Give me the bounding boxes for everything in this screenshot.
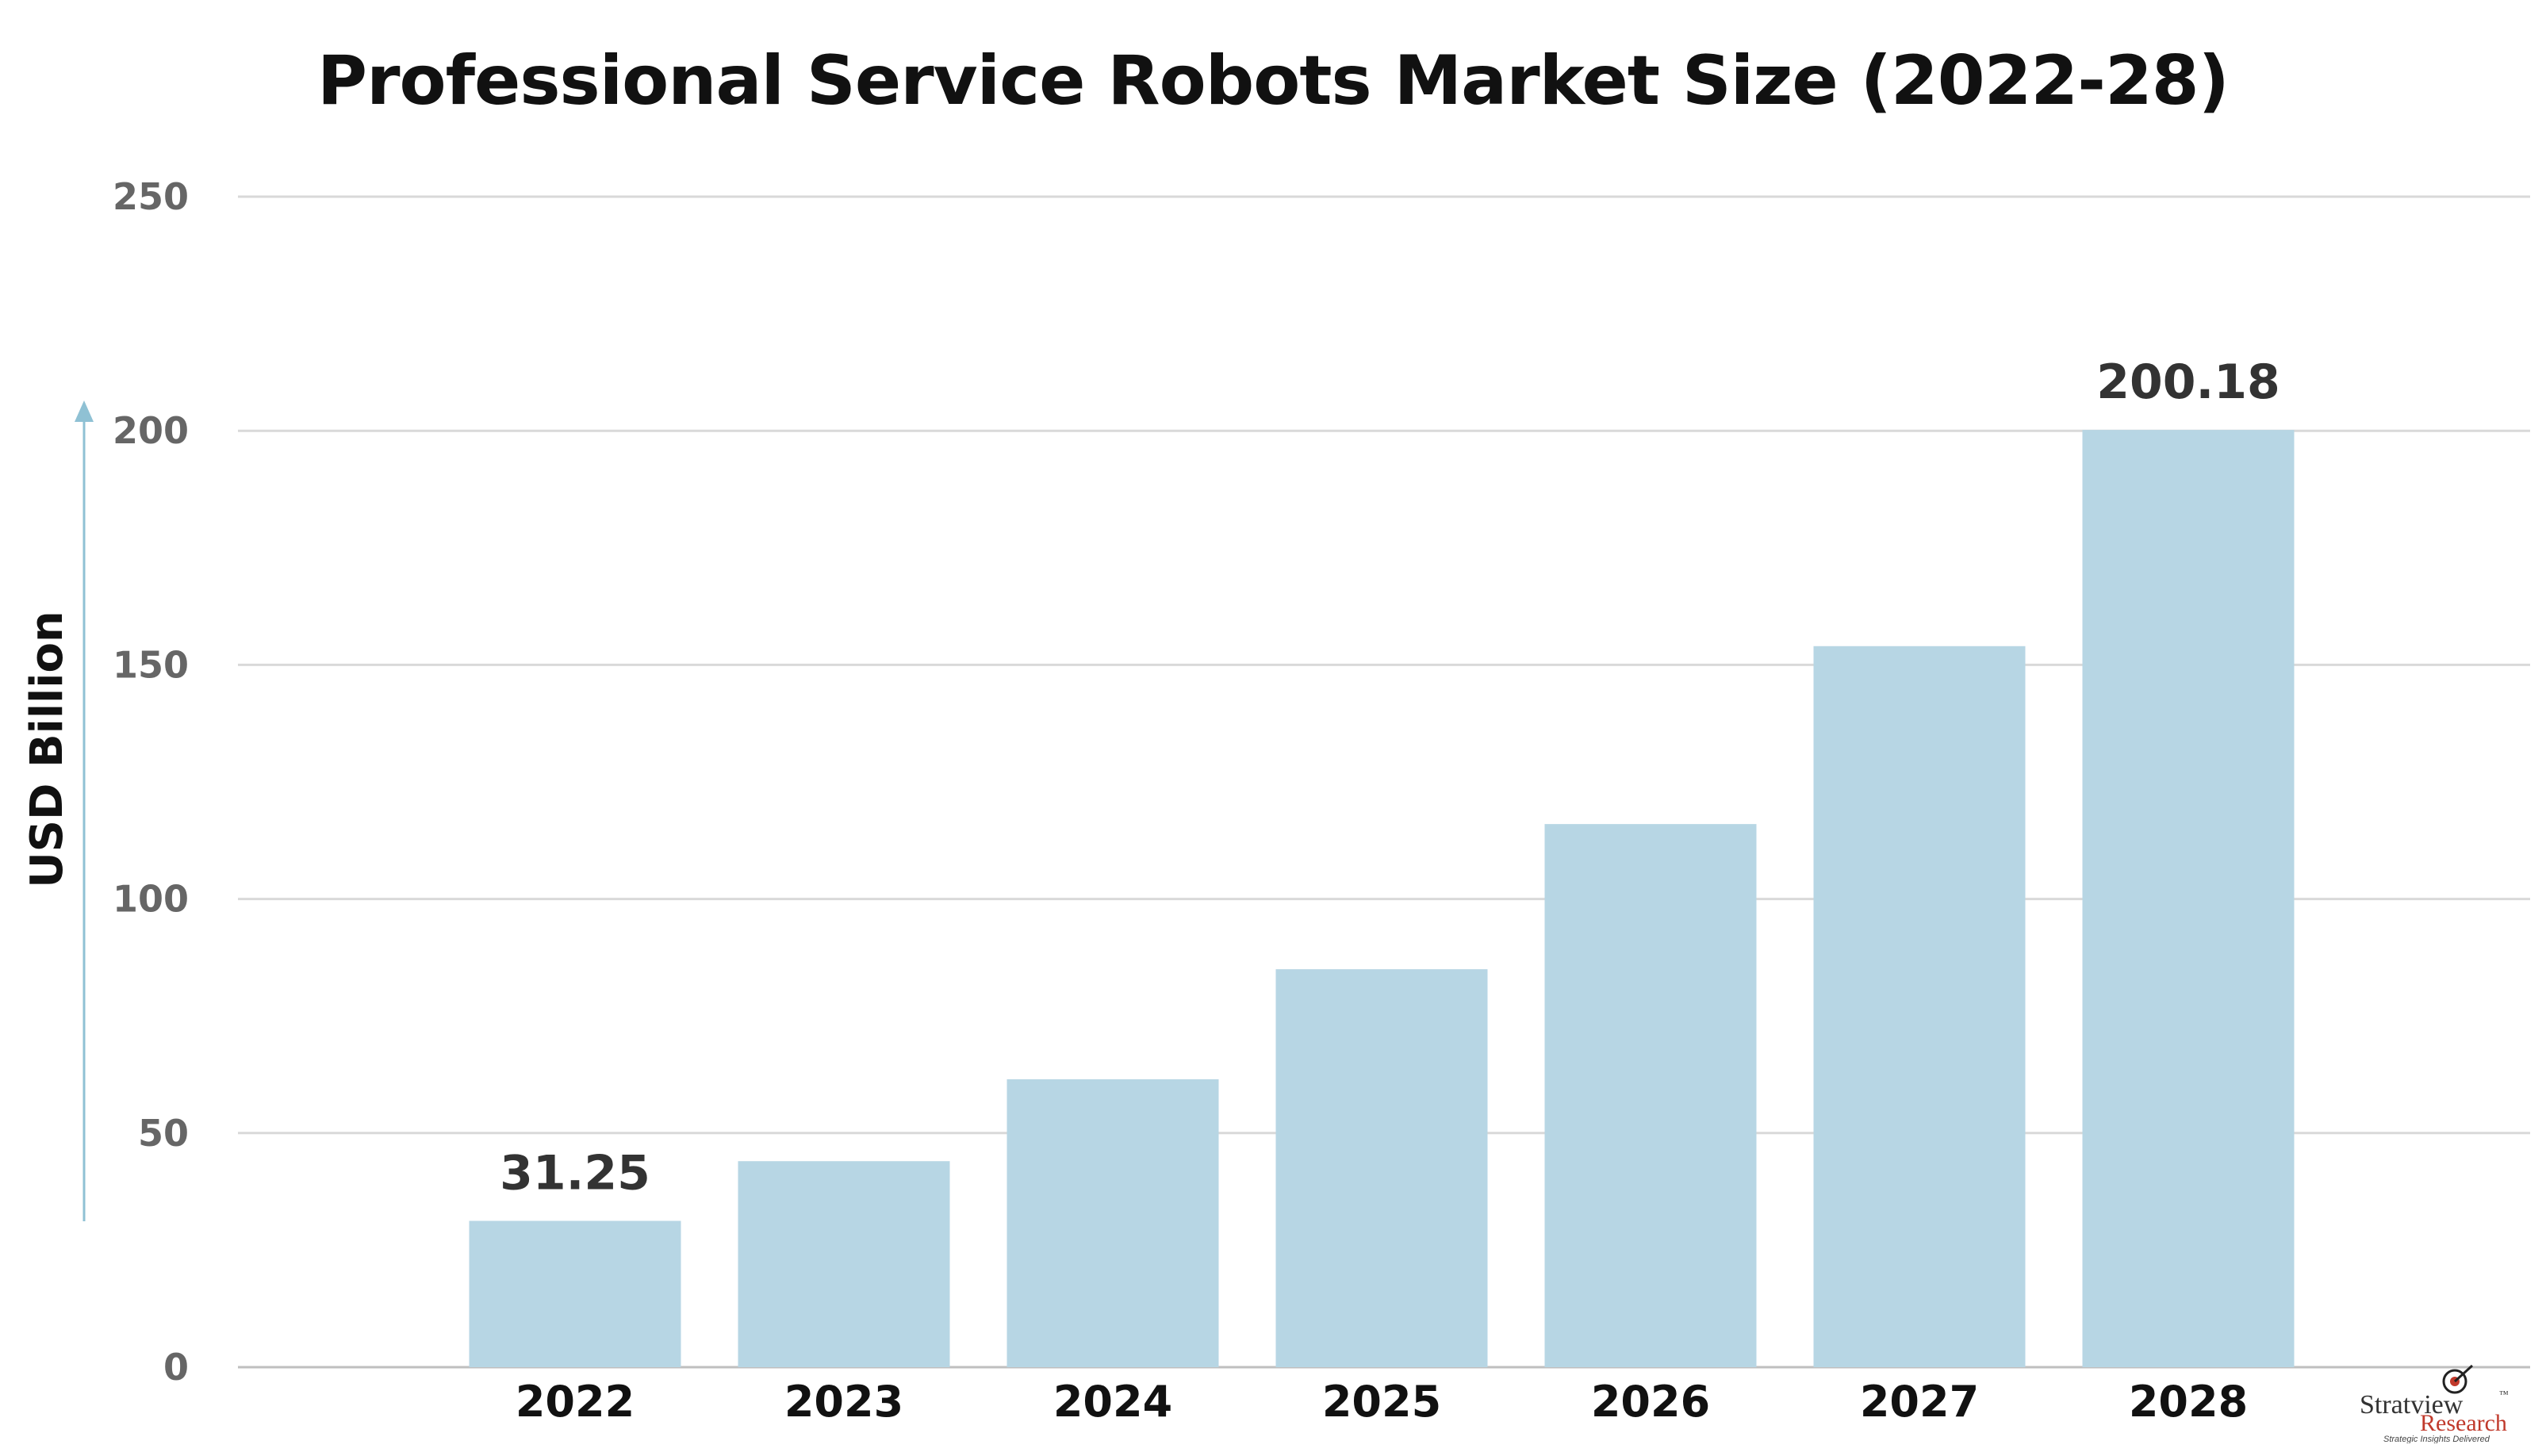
y-tick-label: 250	[113, 175, 189, 218]
logo-tagline: Strategic Insights Delivered	[2383, 1435, 2490, 1443]
x-tick-label: 2023	[784, 1377, 903, 1427]
x-tick-label: 2028	[2129, 1377, 2248, 1427]
chart-title: Professional Service Robots Market Size …	[317, 41, 2230, 121]
x-tick-label: 2024	[1053, 1377, 1172, 1427]
x-tick-label: 2027	[1860, 1377, 1979, 1427]
y-axis-title: USD Billion	[21, 611, 73, 888]
x-tick-label: 2025	[1322, 1377, 1441, 1427]
logo-name-part1: Strat	[2360, 1390, 2411, 1420]
x-tick-label: 2026	[1591, 1377, 1710, 1427]
target-icon	[2442, 1364, 2474, 1394]
y-tick-label: 200	[113, 409, 189, 452]
logo-name-part2: iew	[2424, 1390, 2464, 1420]
bars	[469, 430, 2295, 1368]
y-axis-arrow-head	[75, 400, 94, 422]
svg-text:Stratview: Stratview	[2360, 1390, 2464, 1420]
stratview-logo: Stratview ™ Research Strategic Insights …	[2360, 1364, 2509, 1443]
bar-2024	[1007, 1079, 1219, 1367]
y-axis-ticks: 0 50 100 150 200 250	[113, 175, 189, 1389]
bar-2023	[738, 1161, 950, 1367]
logo-sub: Research	[2420, 1410, 2507, 1436]
x-axis-labels: 2022 2023 2024 2025 2026 2027 2028	[516, 1377, 2248, 1427]
y-tick-label: 0	[163, 1346, 189, 1389]
data-label-2022: 31.25	[500, 1146, 650, 1201]
bar-2025	[1275, 969, 1488, 1367]
y-tick-label: 150	[113, 643, 189, 686]
logo-trademark: ™	[2499, 1389, 2509, 1400]
bar-2028	[2082, 430, 2295, 1368]
data-labels: 31.25 200.18	[500, 354, 2280, 1201]
y-tick-label: 50	[138, 1112, 189, 1155]
x-tick-label: 2022	[516, 1377, 635, 1427]
bar-2026	[1544, 824, 1757, 1367]
bar-2022	[469, 1220, 681, 1367]
y-tick-label: 100	[113, 878, 189, 921]
data-label-2028: 200.18	[2096, 354, 2280, 410]
bar-2027	[1813, 646, 2026, 1367]
y-axis-title-group: USD Billion	[21, 400, 94, 1221]
